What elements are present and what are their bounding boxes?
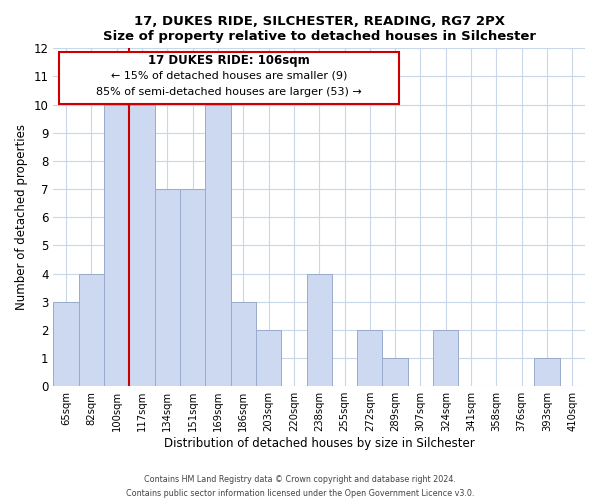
Bar xyxy=(104,104,130,386)
Bar xyxy=(357,330,382,386)
Bar xyxy=(180,189,205,386)
Y-axis label: Number of detached properties: Number of detached properties xyxy=(15,124,28,310)
Bar xyxy=(230,302,256,386)
Bar xyxy=(256,330,281,386)
Text: 17 DUKES RIDE: 106sqm: 17 DUKES RIDE: 106sqm xyxy=(148,54,310,68)
Text: 85% of semi-detached houses are larger (53) →: 85% of semi-detached houses are larger (… xyxy=(96,87,362,97)
Bar xyxy=(205,104,230,386)
Bar xyxy=(130,104,155,386)
Bar xyxy=(307,274,332,386)
Bar xyxy=(79,274,104,386)
Bar xyxy=(382,358,408,386)
Text: Contains HM Land Registry data © Crown copyright and database right 2024.
Contai: Contains HM Land Registry data © Crown c… xyxy=(126,476,474,498)
Text: ← 15% of detached houses are smaller (9): ← 15% of detached houses are smaller (9) xyxy=(110,70,347,81)
Bar xyxy=(155,189,180,386)
X-axis label: Distribution of detached houses by size in Silchester: Distribution of detached houses by size … xyxy=(164,437,475,450)
Bar xyxy=(53,302,79,386)
Bar xyxy=(535,358,560,386)
Title: 17, DUKES RIDE, SILCHESTER, READING, RG7 2PX
Size of property relative to detach: 17, DUKES RIDE, SILCHESTER, READING, RG7… xyxy=(103,15,536,43)
Bar xyxy=(433,330,458,386)
FancyBboxPatch shape xyxy=(59,52,399,104)
